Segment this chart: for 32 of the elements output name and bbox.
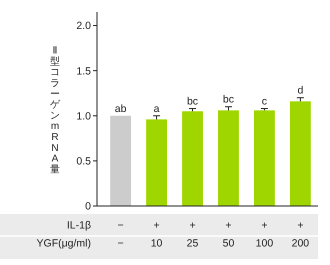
y-tick-label: 2.0 bbox=[76, 20, 92, 32]
annotation: a bbox=[154, 102, 160, 115]
y-tick-label: 1.0 bbox=[76, 110, 92, 122]
bar bbox=[110, 116, 132, 206]
x-tick-label: 25 bbox=[186, 238, 199, 250]
bar bbox=[182, 111, 203, 206]
y-tick-label: 0 bbox=[85, 200, 92, 213]
y-tick-label: 1.5 bbox=[76, 65, 92, 78]
text: Ⅱ型コラーゲンmRNA量 bbox=[50, 46, 60, 176]
annotation: bc bbox=[186, 96, 198, 108]
text: IL-1β bbox=[66, 220, 91, 232]
text: + bbox=[189, 220, 196, 232]
bar bbox=[146, 119, 167, 206]
text: + bbox=[297, 220, 304, 232]
annotation: d bbox=[297, 84, 304, 97]
x-tick-label: 50 bbox=[222, 238, 234, 250]
x-tick-label: 10 bbox=[150, 238, 163, 250]
text: − bbox=[118, 220, 124, 232]
annotation: c bbox=[262, 96, 268, 108]
bar bbox=[254, 110, 275, 206]
text: + bbox=[261, 220, 268, 232]
y-tick-label: 0.5 bbox=[76, 156, 92, 168]
x-tick-label: 200 bbox=[292, 238, 310, 250]
x-tick-label: 100 bbox=[256, 238, 274, 250]
text: + bbox=[225, 220, 232, 232]
bar bbox=[218, 110, 239, 206]
text: + bbox=[154, 220, 160, 232]
x-tick-label: − bbox=[118, 238, 124, 250]
annotation: bc bbox=[222, 94, 234, 106]
annotation: ab bbox=[114, 102, 127, 115]
bar bbox=[290, 101, 311, 206]
x-axis-title: YGF(μg/ml) bbox=[36, 238, 91, 250]
